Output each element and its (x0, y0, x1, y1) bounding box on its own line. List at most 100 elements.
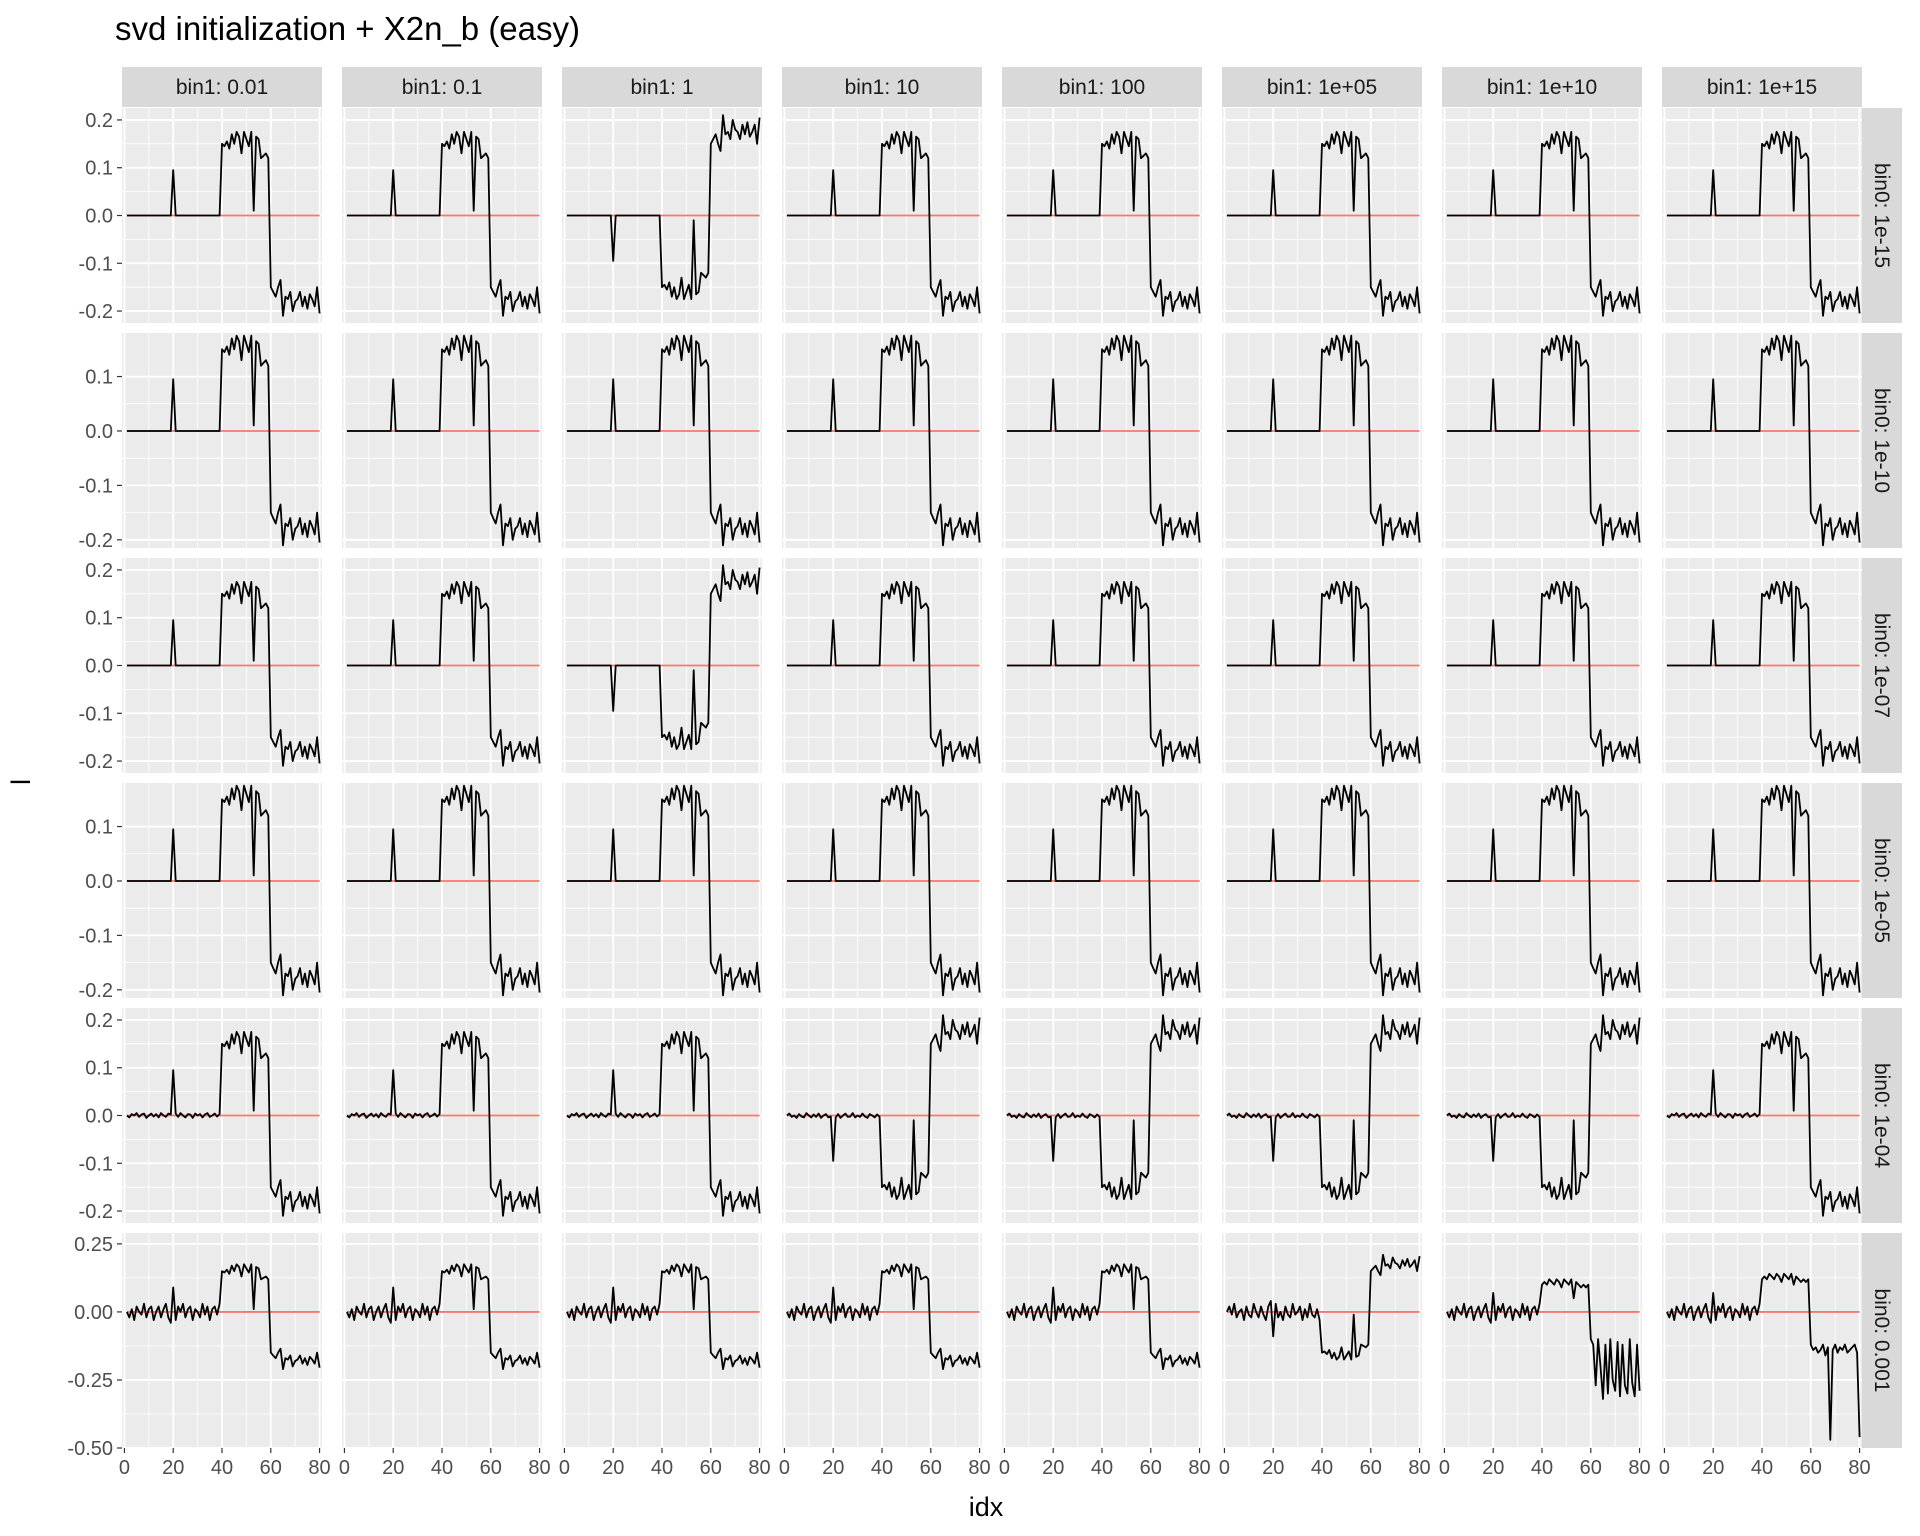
facet-grid: bin1: 0.01 bin1: 0.1 bin1: 1 bin1: 10 bin1: … (67, 67, 1902, 1479)
facet-panel (782, 1233, 982, 1449)
facet-panel (1222, 333, 1422, 548)
facet-panel (122, 558, 322, 773)
facet-panel (1662, 108, 1862, 323)
facet-panel (122, 1008, 322, 1223)
series-line (1666, 581, 1861, 767)
facet-panel (1442, 783, 1642, 998)
series-line (1446, 581, 1641, 767)
y-tick-label: 0.0 (85, 421, 113, 443)
facet-panel (1222, 783, 1422, 998)
y-tick-label: -0.2 (79, 301, 113, 323)
column-strip (122, 67, 322, 107)
facet-panel (562, 1233, 762, 1449)
facet-panel (1662, 558, 1862, 773)
x-tick-label: 0 (1219, 1457, 1230, 1479)
y-tick-label: 0.1 (85, 1058, 113, 1080)
series-line (786, 1263, 981, 1370)
series-line (1666, 130, 1861, 317)
y-tick-label: -0.2 (79, 751, 113, 773)
facet-panel (1662, 783, 1862, 998)
column-strip-label: bin1: 0.1 (402, 76, 483, 99)
x-tick-label: 20 (1482, 1457, 1504, 1479)
column-strip (782, 67, 982, 107)
x-tick-label: 60 (480, 1457, 502, 1479)
series-line (346, 1263, 541, 1370)
series-line (1446, 784, 1641, 997)
column-strip (562, 67, 762, 107)
facet-panel (342, 108, 542, 323)
column-strip-label: bin1: 1e+05 (1267, 76, 1377, 99)
y-tick-label: 0.00 (74, 1302, 113, 1324)
series-line (1006, 581, 1201, 767)
series-line (786, 1014, 981, 1200)
chart-title: svd initialization + X2n_b (easy) (115, 10, 580, 47)
column-strip (342, 67, 542, 107)
x-tick-label: 20 (822, 1457, 844, 1479)
facet-panel (782, 108, 982, 323)
column-strip-label: bin1: 1e+10 (1487, 76, 1597, 99)
column-strip-label: bin1: 10 (845, 76, 920, 99)
facet-panel (562, 783, 762, 998)
row-strip (1862, 1233, 1902, 1448)
x-tick-label: 40 (1091, 1457, 1113, 1479)
facet-panel (1442, 558, 1642, 773)
series-line (1226, 784, 1421, 997)
y-tick-label: 0.1 (85, 817, 113, 839)
y-tick-label: -0.1 (79, 475, 113, 497)
series-line (786, 130, 981, 317)
facet-panel (1662, 1233, 1862, 1449)
y-tick-label: 0.1 (85, 367, 113, 389)
facet-panel (342, 558, 542, 773)
column-strip-label: bin1: 1 (630, 76, 693, 99)
column-strip (1222, 67, 1422, 107)
series-line (126, 784, 321, 997)
column-strip-label: bin1: 0.01 (176, 76, 268, 99)
x-tick-label: 80 (748, 1457, 770, 1479)
y-tick-label: -0.50 (67, 1438, 113, 1460)
x-tick-label: 80 (308, 1457, 330, 1479)
x-tick-label: 60 (920, 1457, 942, 1479)
facet-panel (1002, 1233, 1202, 1449)
column-strip (1002, 67, 1202, 107)
series-line (1666, 1031, 1861, 1217)
facet-panel (342, 1233, 542, 1449)
series-line (566, 1263, 761, 1370)
series-line (786, 784, 981, 997)
facet-panel (562, 558, 762, 773)
facet-panel (1002, 783, 1202, 998)
x-tick-label: 0 (119, 1457, 130, 1479)
series-line (1226, 581, 1421, 767)
x-tick-label: 80 (1628, 1457, 1650, 1479)
series-line (126, 1263, 321, 1370)
row-strip (1862, 558, 1902, 773)
x-tick-label: 0 (999, 1457, 1010, 1479)
facet-panel (342, 783, 542, 998)
row-strip (1862, 108, 1902, 323)
x-axis-title: idx (969, 1492, 1004, 1522)
x-tick-label: 60 (1800, 1457, 1822, 1479)
series-line (1446, 130, 1641, 317)
y-tick-label: 0.1 (85, 158, 113, 180)
y-tick-label: 0.1 (85, 608, 113, 630)
series-line (1006, 130, 1201, 317)
x-tick-label: 20 (162, 1457, 184, 1479)
series-line (126, 130, 321, 317)
y-tick-label: -0.1 (79, 703, 113, 725)
x-tick-label: 0 (339, 1457, 350, 1479)
facet-panel (1002, 108, 1202, 323)
facet-panel (1002, 1008, 1202, 1223)
facet-panel (1442, 333, 1642, 548)
series-line (566, 1031, 761, 1217)
series-line (346, 334, 541, 547)
y-tick-label: -0.1 (79, 925, 113, 947)
facet-panel (1002, 558, 1202, 773)
series-line (1226, 334, 1421, 547)
y-tick-label: 0.2 (85, 110, 113, 132)
facet-panel (782, 558, 982, 773)
facet-panel (1222, 108, 1422, 323)
x-tick-label: 60 (260, 1457, 282, 1479)
facet-panel (122, 108, 322, 323)
series-line (1666, 784, 1861, 997)
y-tick-label: -0.2 (79, 980, 113, 1002)
